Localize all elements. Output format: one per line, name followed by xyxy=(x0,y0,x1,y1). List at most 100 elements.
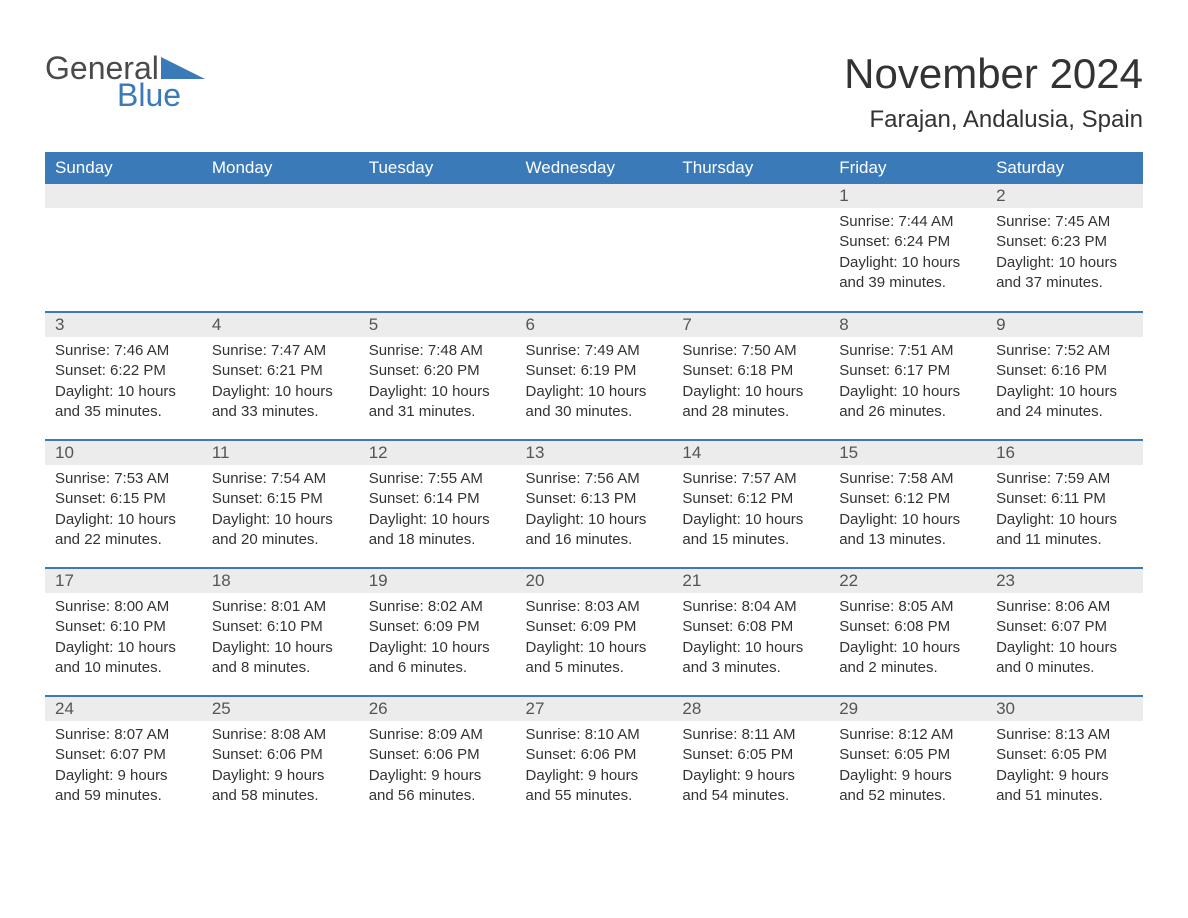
sunrise-text: Sunrise: 8:01 AM xyxy=(212,597,349,617)
sunrise-text: Sunrise: 7:53 AM xyxy=(55,469,192,489)
sunrise-text: Sunrise: 7:50 AM xyxy=(682,341,819,361)
daylight-text: Daylight: 9 hours and 56 minutes. xyxy=(369,766,506,807)
day-number: 17 xyxy=(45,569,202,593)
calendar-week-row: 1 Sunrise: 7:44 AMSunset: 6:24 PM Daylight… xyxy=(45,184,1143,312)
day-info: Sunrise: 7:54 AMSunset: 6:15 PMDaylight:… xyxy=(202,465,359,556)
daylight-text: Daylight: 10 hours and 20 minutes. xyxy=(212,510,349,551)
calendar-day-cell: 9Sunrise: 7:52 AMSunset: 6:16 PMDaylight… xyxy=(986,312,1143,440)
calendar-day-cell: 14Sunrise: 7:57 AMSunset: 6:12 PMDayligh… xyxy=(672,440,829,568)
sunset-text: Sunset: 6:22 PM xyxy=(55,361,192,381)
sunrise-text: Sunrise: 8:02 AM xyxy=(369,597,506,617)
sunset-text: Sunset: 6:05 PM xyxy=(682,745,819,765)
day-info: Sunrise: 8:06 AMSunset: 6:07 PMDaylight:… xyxy=(986,593,1143,684)
daylight-text: Daylight: 10 hours and 35 minutes. xyxy=(55,382,192,423)
empty-day xyxy=(359,184,516,208)
sunset-text: Sunset: 6:11 PM xyxy=(996,489,1133,509)
daylight-text: Daylight: 9 hours and 51 minutes. xyxy=(996,766,1133,807)
sunrise-text: Sunrise: 7:59 AM xyxy=(996,469,1133,489)
sunset-text: Sunset: 6:07 PM xyxy=(55,745,192,765)
sunrise-text: Sunrise: 7:54 AM xyxy=(212,469,349,489)
sunset-text: Sunset: 6:12 PM xyxy=(839,489,976,509)
calendar-day-cell: 30Sunrise: 8:13 AMSunset: 6:05 PMDayligh… xyxy=(986,696,1143,824)
empty-day xyxy=(516,184,673,208)
sunrise-text: Sunrise: 7:57 AM xyxy=(682,469,819,489)
weekday-header-row: Sunday Monday Tuesday Wednesday Thursday… xyxy=(45,152,1143,184)
daylight-text: Daylight: 9 hours and 52 minutes. xyxy=(839,766,976,807)
sunset-text: Sunset: 6:08 PM xyxy=(682,617,819,637)
calendar-day-cell: 10Sunrise: 7:53 AMSunset: 6:15 PMDayligh… xyxy=(45,440,202,568)
sunset-text: Sunset: 6:23 PM xyxy=(996,232,1133,252)
calendar-day-cell xyxy=(516,184,673,312)
sunset-text: Sunset: 6:18 PM xyxy=(682,361,819,381)
sunset-text: Sunset: 6:16 PM xyxy=(996,361,1133,381)
weekday-header: Thursday xyxy=(672,152,829,184)
day-number: 12 xyxy=(359,441,516,465)
daylight-text: Daylight: 10 hours and 37 minutes. xyxy=(996,253,1133,294)
empty-day xyxy=(672,184,829,208)
calendar-day-cell xyxy=(202,184,359,312)
sunrise-text: Sunrise: 8:07 AM xyxy=(55,725,192,745)
day-number: 1 xyxy=(829,184,986,208)
sunrise-text: Sunrise: 8:09 AM xyxy=(369,725,506,745)
calendar-day-cell: 6Sunrise: 7:49 AMSunset: 6:19 PMDaylight… xyxy=(516,312,673,440)
day-info: Sunrise: 7:55 AMSunset: 6:14 PMDaylight:… xyxy=(359,465,516,556)
sunset-text: Sunset: 6:06 PM xyxy=(369,745,506,765)
day-info: Sunrise: 7:53 AMSunset: 6:15 PMDaylight:… xyxy=(45,465,202,556)
sunrise-text: Sunrise: 8:04 AM xyxy=(682,597,819,617)
day-info: Sunrise: 8:00 AMSunset: 6:10 PMDaylight:… xyxy=(45,593,202,684)
daylight-text: Daylight: 9 hours and 59 minutes. xyxy=(55,766,192,807)
daylight-text: Daylight: 10 hours and 6 minutes. xyxy=(369,638,506,679)
logo-text-blue: Blue xyxy=(117,77,205,114)
calendar-day-cell: 17Sunrise: 8:00 AMSunset: 6:10 PMDayligh… xyxy=(45,568,202,696)
sunrise-text: Sunrise: 8:10 AM xyxy=(526,725,663,745)
calendar-day-cell: 18Sunrise: 8:01 AMSunset: 6:10 PMDayligh… xyxy=(202,568,359,696)
title-block: November 2024 Farajan, Andalusia, Spain xyxy=(844,50,1143,134)
day-info: Sunrise: 7:45 AMSunset: 6:23 PMDaylight:… xyxy=(986,208,1143,299)
day-info: Sunrise: 7:58 AMSunset: 6:12 PMDaylight:… xyxy=(829,465,986,556)
calendar-day-cell: 26 Sunrise: 8:09 AMSunset: 6:06 PMDayligh… xyxy=(359,696,516,824)
sunrise-text: Sunrise: 7:44 AM xyxy=(839,212,976,232)
sunset-text: Sunset: 6:13 PM xyxy=(526,489,663,509)
daylight-text: Daylight: 10 hours and 0 minutes. xyxy=(996,638,1133,679)
sunset-text: Sunset: 6:15 PM xyxy=(212,489,349,509)
day-number: 11 xyxy=(202,441,359,465)
day-number: 26 xyxy=(359,697,516,721)
calendar-day-cell: 16Sunrise: 7:59 AMSunset: 6:11 PMDayligh… xyxy=(986,440,1143,568)
sunrise-text: Sunrise: 8:06 AM xyxy=(996,597,1133,617)
sunset-text: Sunset: 6:24 PM xyxy=(839,232,976,252)
day-info: Sunrise: 8:03 AMSunset: 6:09 PMDaylight:… xyxy=(516,593,673,684)
sunrise-text: Sunrise: 8:08 AM xyxy=(212,725,349,745)
sunrise-text: Sunrise: 8:03 AM xyxy=(526,597,663,617)
calendar-day-cell: 4Sunrise: 7:47 AMSunset: 6:21 PMDaylight… xyxy=(202,312,359,440)
daylight-text: Daylight: 10 hours and 26 minutes. xyxy=(839,382,976,423)
calendar-day-cell: 12Sunrise: 7:55 AMSunset: 6:14 PMDayligh… xyxy=(359,440,516,568)
daylight-text: Daylight: 10 hours and 11 minutes. xyxy=(996,510,1133,551)
empty-day xyxy=(202,184,359,208)
sunrise-text: Sunrise: 8:12 AM xyxy=(839,725,976,745)
sunset-text: Sunset: 6:20 PM xyxy=(369,361,506,381)
daylight-text: Daylight: 10 hours and 3 minutes. xyxy=(682,638,819,679)
weekday-header: Wednesday xyxy=(516,152,673,184)
calendar-day-cell: 3Sunrise: 7:46 AMSunset: 6:22 PMDaylight… xyxy=(45,312,202,440)
daylight-text: Daylight: 9 hours and 54 minutes. xyxy=(682,766,819,807)
sunrise-text: Sunrise: 7:49 AM xyxy=(526,341,663,361)
calendar-day-cell: 20Sunrise: 8:03 AMSunset: 6:09 PMDayligh… xyxy=(516,568,673,696)
sunset-text: Sunset: 6:19 PM xyxy=(526,361,663,381)
daylight-text: Daylight: 10 hours and 10 minutes. xyxy=(55,638,192,679)
day-number: 13 xyxy=(516,441,673,465)
day-info: Sunrise: 7:57 AMSunset: 6:12 PMDaylight:… xyxy=(672,465,829,556)
sunset-text: Sunset: 6:06 PM xyxy=(212,745,349,765)
sunset-text: Sunset: 6:12 PM xyxy=(682,489,819,509)
weekday-header: Friday xyxy=(829,152,986,184)
sunrise-text: Sunrise: 7:47 AM xyxy=(212,341,349,361)
sunrise-text: Sunrise: 7:45 AM xyxy=(996,212,1133,232)
day-number: 25 xyxy=(202,697,359,721)
day-info: Sunrise: 8:12 AMSunset: 6:05 PMDaylight:… xyxy=(829,721,986,812)
sunset-text: Sunset: 6:17 PM xyxy=(839,361,976,381)
sunset-text: Sunset: 6:10 PM xyxy=(212,617,349,637)
day-number: 5 xyxy=(359,313,516,337)
day-number: 8 xyxy=(829,313,986,337)
daylight-text: Daylight: 9 hours and 55 minutes. xyxy=(526,766,663,807)
day-number: 23 xyxy=(986,569,1143,593)
calendar-day-cell: 23Sunrise: 8:06 AMSunset: 6:07 PMDayligh… xyxy=(986,568,1143,696)
